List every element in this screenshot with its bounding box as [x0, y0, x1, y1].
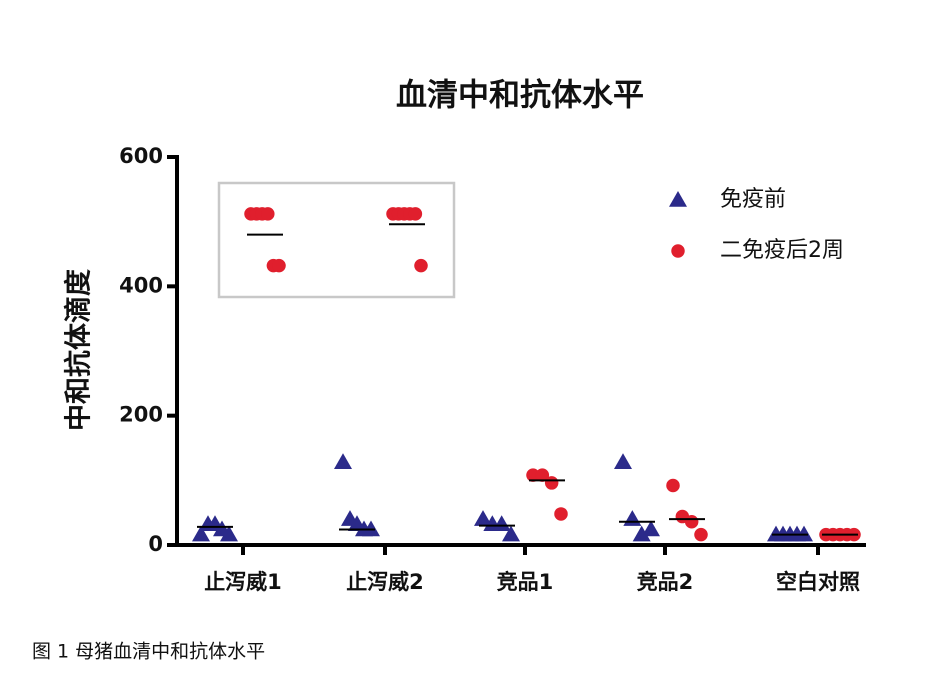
circle-point — [554, 507, 568, 521]
circle-point — [684, 514, 699, 529]
triangle-point — [669, 191, 687, 207]
circle-point — [414, 258, 428, 273]
triangle-point — [795, 525, 813, 542]
legend-label: 二免疫后2周 — [720, 238, 844, 263]
x-tick-label: 竞品2 — [637, 570, 694, 594]
circle-point — [694, 527, 708, 542]
legend-label: 免疫前 — [720, 187, 786, 212]
y-tick-label: 0 — [148, 532, 163, 556]
triangle-point — [474, 510, 492, 526]
circle-point — [408, 207, 423, 221]
circle-point — [671, 244, 685, 258]
x-tick-label: 止泻威1 — [204, 570, 282, 594]
y-tick-label: 600 — [119, 144, 163, 168]
circle-point — [526, 468, 540, 482]
x-tick-label: 空白对照 — [776, 570, 860, 594]
y-axis-label: 中和抗体滴度 — [63, 269, 95, 431]
caption: 图 1 母猪血清中和抗体水平 — [32, 641, 265, 663]
x-tick-label: 止泻威2 — [346, 570, 424, 594]
triangle-point — [362, 520, 380, 537]
circle-point — [666, 478, 680, 493]
triangle-point — [642, 520, 660, 537]
triangle-point — [614, 453, 632, 469]
triangle-point — [632, 525, 651, 542]
y-tick-label: 400 — [119, 273, 163, 297]
x-tick-label: 竞品1 — [497, 570, 554, 594]
triangle-point — [192, 525, 210, 542]
y-tick-label: 200 — [119, 403, 163, 427]
circle-point — [544, 476, 559, 490]
highlight-box — [217, 181, 456, 299]
triangle-point — [502, 525, 520, 542]
circle-point — [261, 207, 275, 221]
chart-title: 血清中和抗体水平 — [396, 78, 644, 114]
triangle-point — [492, 515, 511, 532]
circle-point — [272, 258, 286, 273]
triangle-point — [220, 525, 238, 542]
circle-point — [535, 468, 550, 482]
triangle-point — [334, 453, 352, 469]
